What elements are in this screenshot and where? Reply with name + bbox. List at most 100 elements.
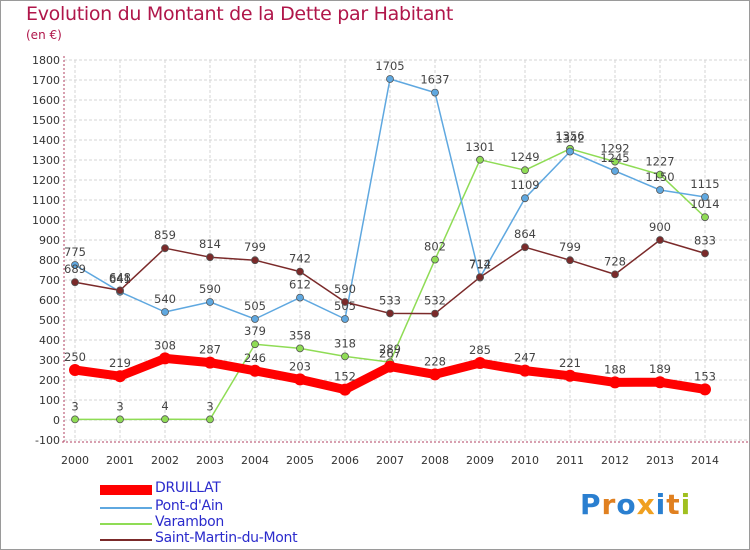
data-label-pont-d-ain: 1109 — [510, 178, 539, 192]
data-label-druillat: 246 — [244, 351, 266, 365]
data-label-saint-martin-du-mont: 864 — [514, 227, 536, 241]
data-point-druillat — [69, 364, 81, 376]
data-label-druillat: 203 — [289, 359, 311, 373]
data-label-pont-d-ain: 505 — [244, 299, 266, 313]
y-tick-label: 1300 — [32, 154, 60, 167]
x-tick-label: 2004 — [241, 454, 269, 467]
data-point-saint-martin-du-mont — [476, 273, 484, 282]
chart-subtitle: (en €) — [26, 28, 62, 42]
data-label-pont-d-ain: 1150 — [645, 170, 674, 184]
data-point-varambon — [656, 170, 664, 179]
x-tick-label: 2002 — [151, 454, 179, 467]
data-point-varambon — [476, 155, 484, 164]
data-point-pont-d-ain — [701, 193, 709, 201]
data-point-saint-martin-du-mont — [71, 278, 79, 287]
data-point-druillat — [654, 376, 666, 389]
data-point-varambon — [206, 415, 214, 424]
x-tick-label: 2009 — [466, 454, 494, 467]
data-point-varambon — [116, 415, 124, 424]
data-label-saint-martin-du-mont: 859 — [154, 228, 176, 242]
legend-swatch — [100, 523, 152, 525]
legend-swatch — [100, 485, 152, 495]
logo-letter: r — [601, 488, 617, 521]
data-label-varambon: 1227 — [645, 155, 674, 169]
chart-title: Evolution du Montant de la Dette par Hab… — [26, 3, 454, 25]
legend-label: Varambon — [155, 514, 224, 530]
y-tick-label: 1400 — [32, 134, 60, 147]
data-label-saint-martin-du-mont: 590 — [334, 282, 356, 296]
x-tick-label: 2010 — [511, 454, 539, 467]
data-label-saint-martin-du-mont: 814 — [199, 237, 221, 251]
data-point-varambon — [161, 415, 169, 424]
data-point-druillat — [519, 364, 531, 377]
data-label-varambon: 358 — [289, 328, 311, 342]
data-label-pont-d-ain: 712 — [469, 258, 491, 272]
y-tick-label: 1500 — [32, 114, 60, 127]
data-point-saint-martin-du-mont — [341, 298, 349, 306]
x-tick-label: 2005 — [286, 454, 314, 467]
y-tick-label: 100 — [39, 394, 60, 407]
data-point-varambon — [611, 157, 619, 166]
data-label-saint-martin-du-mont: 799 — [559, 240, 581, 254]
data-label-druillat: 247 — [514, 351, 536, 365]
data-label-varambon: 802 — [424, 240, 446, 254]
data-point-saint-martin-du-mont — [206, 253, 214, 262]
y-tick-label: 1200 — [32, 174, 60, 187]
data-point-varambon — [431, 255, 439, 264]
data-point-pont-d-ain — [251, 315, 259, 323]
data-point-druillat — [294, 373, 306, 386]
data-label-druillat: 153 — [694, 369, 716, 383]
data-label-varambon: 4 — [161, 399, 168, 413]
data-point-druillat — [564, 369, 576, 382]
data-label-druillat: 250 — [64, 350, 86, 364]
data-label-saint-martin-du-mont: 533 — [379, 293, 401, 307]
data-label-pont-d-ain: 1705 — [375, 59, 404, 73]
data-label-saint-martin-du-mont: 728 — [604, 254, 626, 268]
data-label-pont-d-ain: 775 — [64, 245, 86, 259]
data-label-pont-d-ain: 1637 — [420, 73, 449, 87]
data-label-saint-martin-du-mont: 900 — [649, 220, 671, 234]
data-point-druillat — [429, 368, 441, 381]
data-label-druillat: 188 — [604, 362, 626, 376]
data-label-varambon: 3 — [206, 399, 213, 413]
data-point-saint-martin-du-mont — [296, 267, 304, 276]
data-point-pont-d-ain — [386, 75, 394, 83]
y-tick-label: 400 — [39, 334, 60, 347]
data-point-varambon — [341, 352, 349, 361]
x-tick-label: 2008 — [421, 454, 449, 467]
data-point-saint-martin-du-mont — [251, 256, 259, 265]
logo-letter: x — [636, 488, 656, 521]
data-label-pont-d-ain: 540 — [154, 292, 176, 306]
data-point-saint-martin-du-mont — [116, 286, 124, 295]
data-point-druillat — [249, 364, 261, 377]
data-point-druillat — [474, 357, 486, 369]
proxiti-logo: Proxiti — [580, 488, 691, 521]
y-tick-label: 0 — [53, 414, 60, 427]
y-tick-label: 900 — [39, 234, 60, 247]
data-label-pont-d-ain: 641 — [109, 272, 131, 286]
x-tick-label: 2014 — [691, 454, 719, 467]
x-tick-label: 2000 — [61, 454, 89, 467]
y-tick-label: -100 — [35, 434, 60, 447]
data-point-varambon — [296, 344, 304, 353]
logo-letter: o — [616, 488, 637, 521]
data-label-pont-d-ain: 505 — [334, 299, 356, 313]
data-label-saint-martin-du-mont: 799 — [244, 240, 266, 254]
data-label-varambon: 1249 — [510, 150, 539, 164]
data-point-saint-martin-du-mont — [656, 236, 664, 244]
data-label-pont-d-ain: 590 — [199, 282, 221, 296]
data-label-druillat: 308 — [154, 338, 176, 352]
logo-letter: P — [580, 488, 602, 521]
y-tick-label: 300 — [39, 354, 60, 367]
data-label-saint-martin-du-mont: 689 — [64, 262, 86, 276]
data-point-druillat — [699, 383, 711, 396]
data-label-druillat: 219 — [109, 356, 131, 370]
data-point-saint-martin-du-mont — [521, 243, 529, 252]
x-tick-label: 2001 — [106, 454, 134, 467]
legend-label: DRUILLAT — [155, 480, 221, 496]
legend-label: Saint-Martin-du-Mont — [155, 530, 298, 546]
data-label-druillat: 152 — [334, 370, 356, 384]
data-point-varambon — [521, 166, 529, 175]
data-point-varambon — [71, 415, 79, 424]
